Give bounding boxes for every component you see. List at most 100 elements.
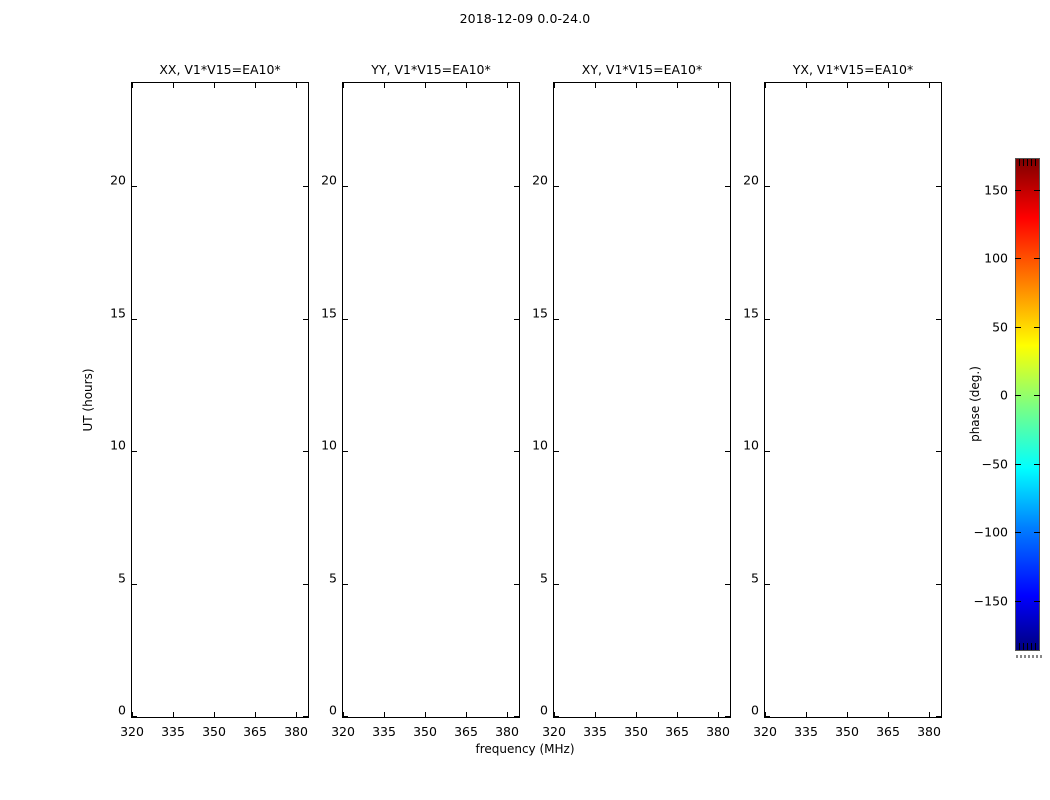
ytick-right-5 — [303, 584, 308, 585]
ytick-15 — [554, 319, 559, 320]
ytick-label-10: 10 — [743, 437, 759, 453]
plot-panel-yx[interactable]: YX, V1*V15=EA10* 0 5 10 15 20 320 335 35… — [743, 62, 942, 739]
ytick-right-0 — [514, 716, 519, 717]
colorbar-bottom-minor-tick — [1019, 643, 1020, 650]
xtick-label-320: 320 — [542, 724, 566, 739]
ytick-label-5: 5 — [118, 570, 126, 586]
ytick-label-15: 15 — [532, 305, 548, 321]
ytick-10 — [554, 451, 559, 452]
xtick-label-335: 335 — [372, 724, 396, 739]
ytick-label-20: 20 — [743, 172, 759, 188]
plot-panel-xx[interactable]: XX, V1*V15=EA10* 0 5 10 15 20 320 335 35… — [110, 62, 309, 739]
ytick-10 — [765, 451, 770, 452]
xtick-335 — [595, 712, 596, 717]
ytick-right-15 — [725, 319, 730, 320]
colorbar-tick-0 — [1034, 395, 1040, 396]
xtick-label-350: 350 — [624, 724, 648, 739]
xtick-label-350: 350 — [202, 724, 226, 739]
xtick-top-380 — [296, 83, 297, 88]
xtick-335 — [173, 712, 174, 717]
colorbar-tick-neg100 — [1034, 532, 1040, 533]
ytick-right-20 — [936, 186, 941, 187]
colorbar-top-minor-tick — [1035, 159, 1036, 166]
xtick-350 — [214, 712, 215, 717]
ytick-5 — [343, 584, 348, 585]
ytick-label-0: 0 — [751, 702, 759, 718]
ytick-label-0: 0 — [118, 702, 126, 718]
colorbar-bottom-minor-tick — [1027, 643, 1028, 650]
xtick-top-365 — [888, 83, 889, 88]
ytick-right-0 — [936, 716, 941, 717]
ytick-label-20: 20 — [110, 172, 126, 188]
xtick-335 — [806, 712, 807, 717]
ytick-right-20 — [303, 186, 308, 187]
ytick-right-20 — [514, 186, 519, 187]
xtick-top-350 — [425, 83, 426, 88]
xtick-350 — [425, 712, 426, 717]
ytick-right-15 — [514, 319, 519, 320]
ytick-5 — [765, 584, 770, 585]
ytick-label-10: 10 — [110, 437, 126, 453]
xtick-top-380 — [929, 83, 930, 88]
ytick-10 — [343, 451, 348, 452]
colorbar-tick-neg50 — [1034, 464, 1040, 465]
xtick-top-350 — [636, 83, 637, 88]
ytick-label-0: 0 — [540, 702, 548, 718]
colorbar-label-150: 150 — [984, 182, 1008, 198]
ytick-right-0 — [725, 716, 730, 717]
xtick-top-320 — [132, 83, 133, 88]
xtick-350 — [847, 712, 848, 717]
ytick-right-10 — [514, 451, 519, 452]
ytick-15 — [343, 319, 348, 320]
xtick-top-335 — [806, 83, 807, 88]
xtick-380 — [296, 712, 297, 717]
colorbar-label-neg150: −150 — [973, 593, 1008, 609]
x-axis-label: frequency (MHz) — [475, 742, 575, 756]
xtick-label-365: 365 — [243, 724, 267, 739]
ytick-right-10 — [303, 451, 308, 452]
xtick-label-365: 365 — [876, 724, 900, 739]
ytick-label-5: 5 — [751, 570, 759, 586]
colorbar-gradient — [1015, 158, 1040, 651]
colorbar-tick-left-neg150 — [1015, 601, 1021, 602]
xtick-top-350 — [847, 83, 848, 88]
xtick-top-335 — [595, 83, 596, 88]
colorbar-tick-150 — [1034, 190, 1040, 191]
xtick-label-350: 350 — [835, 724, 859, 739]
colorbar-tick-100 — [1034, 258, 1040, 259]
xtick-320 — [132, 712, 133, 717]
xtick-top-380 — [507, 83, 508, 88]
xtick-top-320 — [765, 83, 766, 88]
colorbar-bottom-minor-tick — [1023, 643, 1024, 650]
colorbar-tick-50 — [1034, 327, 1040, 328]
plot-panel-yy[interactable]: YY, V1*V15=EA10* 0 5 10 15 20 320 335 35… — [321, 62, 520, 739]
xtick-label-380: 380 — [706, 724, 730, 739]
ytick-0 — [765, 716, 770, 717]
ytick-right-5 — [514, 584, 519, 585]
xtick-top-365 — [466, 83, 467, 88]
xtick-top-335 — [384, 83, 385, 88]
ytick-label-0: 0 — [329, 702, 337, 718]
xtick-365 — [466, 712, 467, 717]
y-axis-label: UT (hours) — [81, 368, 95, 432]
xtick-top-380 — [718, 83, 719, 88]
ytick-0 — [343, 716, 348, 717]
xtick-335 — [384, 712, 385, 717]
colorbar-top-minor-tick — [1027, 159, 1028, 166]
xtick-label-335: 335 — [161, 724, 185, 739]
ytick-label-5: 5 — [329, 570, 337, 586]
colorbar-label-0: 0 — [1000, 387, 1008, 403]
xtick-top-365 — [677, 83, 678, 88]
panel-title-xy: XY, V1*V15=EA10* — [581, 62, 703, 77]
ytick-15 — [765, 319, 770, 320]
ytick-5 — [132, 584, 137, 585]
xtick-label-365: 365 — [665, 724, 689, 739]
xtick-320 — [343, 712, 344, 717]
xtick-label-350: 350 — [413, 724, 437, 739]
ytick-20 — [765, 186, 770, 187]
colorbar-label-50: 50 — [992, 319, 1008, 335]
xtick-label-320: 320 — [120, 724, 144, 739]
plot-panel-xy[interactable]: XY, V1*V15=EA10* 0 5 10 15 20 320 335 35… — [532, 62, 731, 739]
xtick-320 — [554, 712, 555, 717]
colorbar[interactable]: 150 100 50 0 −50 −100 −150 — [974, 158, 1040, 651]
